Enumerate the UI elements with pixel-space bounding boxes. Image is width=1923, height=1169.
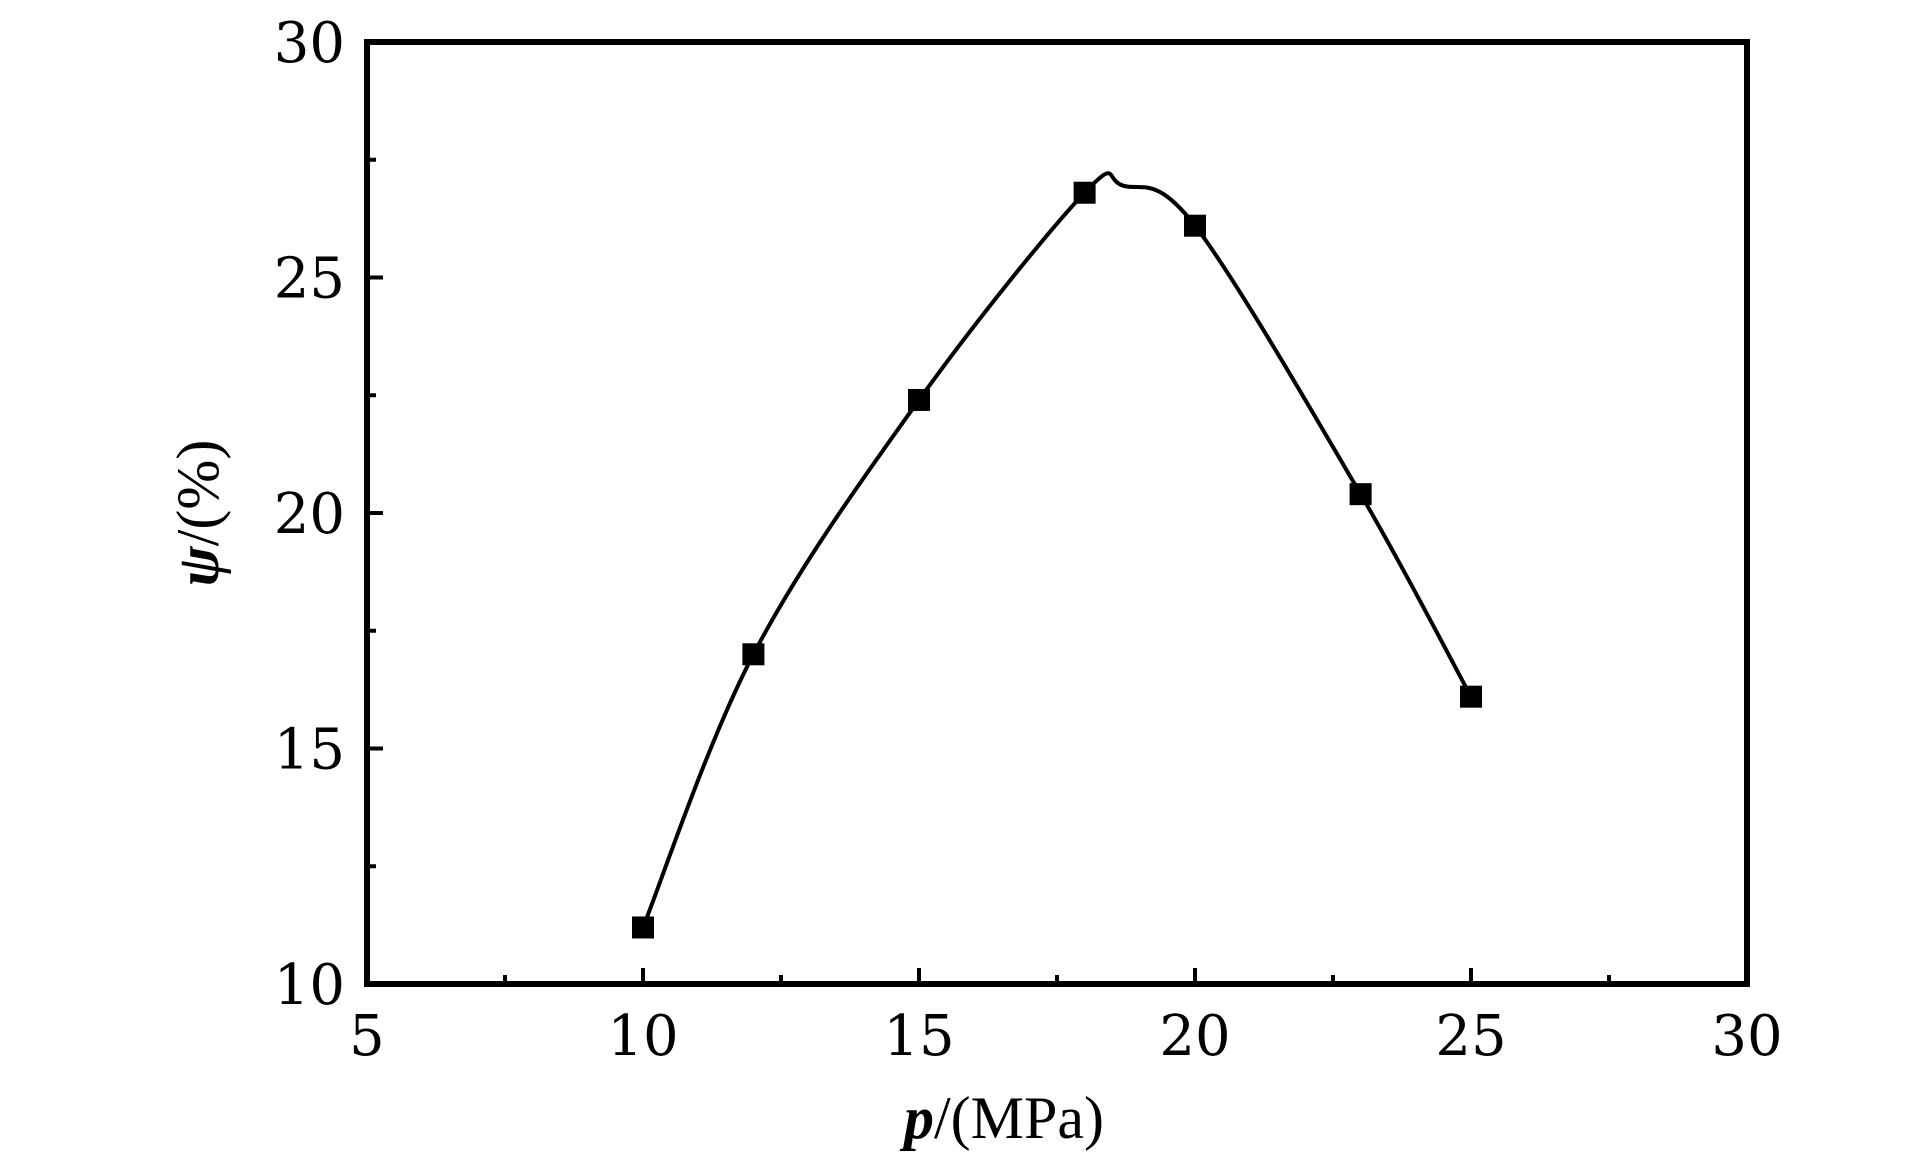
x-tick-label: 10 xyxy=(607,1004,678,1069)
y-tick-label: 15 xyxy=(274,718,345,783)
data-point-marker xyxy=(632,916,654,939)
x-tick-label: 20 xyxy=(1159,1004,1230,1069)
x-tick-label: 30 xyxy=(1711,1004,1782,1069)
y-axis-symbol: ψ xyxy=(165,545,231,586)
x-tick-label: 25 xyxy=(1435,1004,1506,1069)
x-tick-label: 15 xyxy=(883,1004,954,1069)
series-line xyxy=(641,171,1473,929)
data-point-marker xyxy=(1184,214,1206,237)
data-point-marker xyxy=(742,643,765,666)
x-axis-symbol: p xyxy=(899,1085,934,1151)
y-tick-label: 25 xyxy=(274,247,345,312)
data-point-marker xyxy=(1460,685,1482,708)
y-tick-label: 20 xyxy=(274,482,345,547)
data-point-marker xyxy=(1073,181,1096,204)
x-axis-unit: /(MPa) xyxy=(934,1085,1104,1151)
y-axis-label: ψ/(%) xyxy=(165,440,231,587)
y-tick-labels: 10 15 20 25 30 xyxy=(274,11,345,1018)
data-markers xyxy=(632,181,1482,939)
data-point-marker xyxy=(908,388,930,411)
y-tick-label: 30 xyxy=(274,11,345,76)
y-axis-unit: /(%) xyxy=(165,440,231,547)
y-tick-label: 10 xyxy=(274,953,345,1018)
axis-ticks xyxy=(365,40,1749,986)
x-tick-labels: 5 10 15 20 25 30 xyxy=(349,1004,1782,1069)
x-axis-label: p/(MPa) xyxy=(899,1085,1104,1151)
plot-frame xyxy=(364,39,1750,987)
data-point-marker xyxy=(1349,483,1372,506)
x-tick-label: 5 xyxy=(349,1004,385,1069)
